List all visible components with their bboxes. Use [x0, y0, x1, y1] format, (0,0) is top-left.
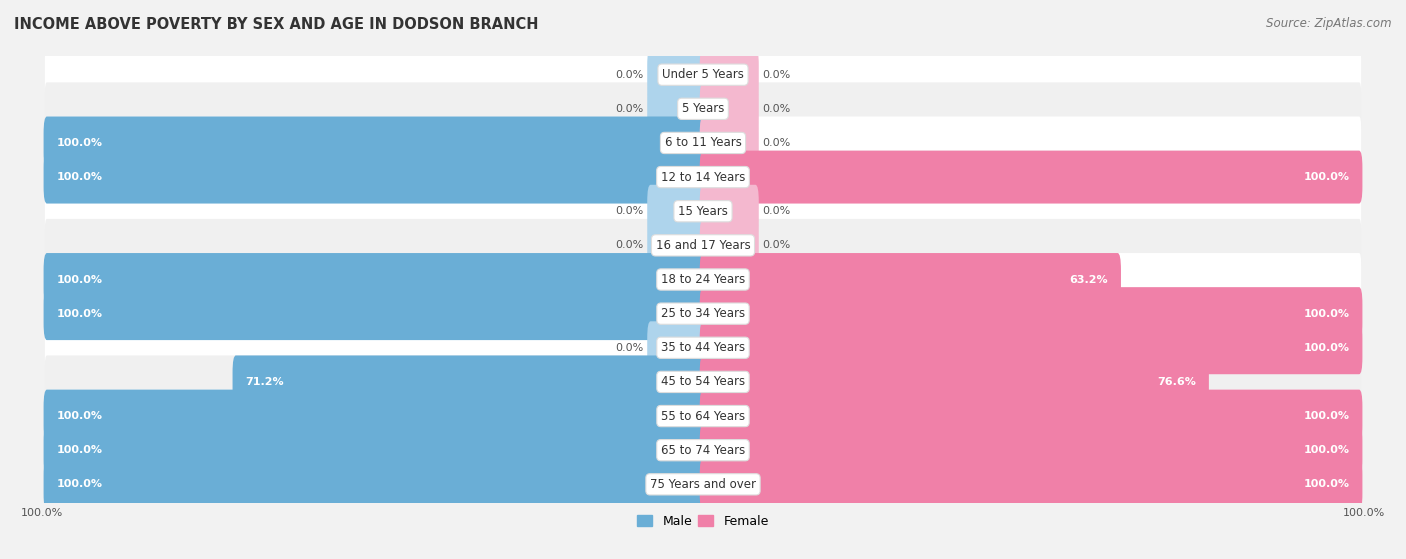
Text: 0.0%: 0.0%	[762, 70, 790, 80]
Text: 0.0%: 0.0%	[616, 343, 644, 353]
FancyBboxPatch shape	[647, 82, 706, 135]
Text: 100.0%: 100.0%	[56, 309, 103, 319]
FancyBboxPatch shape	[700, 116, 759, 169]
Text: 0.0%: 0.0%	[762, 240, 790, 250]
Text: 75 Years and over: 75 Years and over	[650, 478, 756, 491]
Text: 65 to 74 Years: 65 to 74 Years	[661, 444, 745, 457]
Text: 5 Years: 5 Years	[682, 102, 724, 115]
FancyBboxPatch shape	[700, 48, 759, 101]
FancyBboxPatch shape	[45, 321, 1361, 374]
FancyBboxPatch shape	[44, 253, 706, 306]
Text: 100.0%: 100.0%	[56, 445, 103, 455]
Text: 6 to 11 Years: 6 to 11 Years	[665, 136, 741, 149]
FancyBboxPatch shape	[45, 356, 1361, 409]
FancyBboxPatch shape	[700, 82, 759, 135]
FancyBboxPatch shape	[647, 185, 706, 238]
Text: 100.0%: 100.0%	[1303, 343, 1350, 353]
Text: Source: ZipAtlas.com: Source: ZipAtlas.com	[1267, 17, 1392, 30]
Text: 55 to 64 Years: 55 to 64 Years	[661, 410, 745, 423]
Text: 100.0%: 100.0%	[56, 274, 103, 285]
FancyBboxPatch shape	[700, 321, 1362, 374]
Text: 100.0%: 100.0%	[21, 508, 63, 518]
Text: 100.0%: 100.0%	[56, 479, 103, 489]
FancyBboxPatch shape	[45, 48, 1361, 101]
FancyBboxPatch shape	[44, 287, 706, 340]
FancyBboxPatch shape	[700, 287, 1362, 340]
FancyBboxPatch shape	[45, 253, 1361, 306]
Text: 45 to 54 Years: 45 to 54 Years	[661, 376, 745, 389]
Text: 0.0%: 0.0%	[762, 206, 790, 216]
Text: 100.0%: 100.0%	[56, 172, 103, 182]
Text: 0.0%: 0.0%	[762, 138, 790, 148]
FancyBboxPatch shape	[45, 116, 1361, 169]
Text: Under 5 Years: Under 5 Years	[662, 68, 744, 81]
FancyBboxPatch shape	[45, 390, 1361, 443]
FancyBboxPatch shape	[232, 356, 706, 409]
Text: 18 to 24 Years: 18 to 24 Years	[661, 273, 745, 286]
Text: 71.2%: 71.2%	[246, 377, 284, 387]
Text: 0.0%: 0.0%	[762, 104, 790, 114]
FancyBboxPatch shape	[700, 356, 1209, 409]
FancyBboxPatch shape	[45, 287, 1361, 340]
Text: 25 to 34 Years: 25 to 34 Years	[661, 307, 745, 320]
Text: 12 to 14 Years: 12 to 14 Years	[661, 170, 745, 183]
FancyBboxPatch shape	[45, 424, 1361, 477]
FancyBboxPatch shape	[45, 458, 1361, 511]
Text: 100.0%: 100.0%	[56, 138, 103, 148]
FancyBboxPatch shape	[700, 185, 759, 238]
FancyBboxPatch shape	[44, 150, 706, 203]
FancyBboxPatch shape	[647, 321, 706, 374]
FancyBboxPatch shape	[700, 253, 1121, 306]
FancyBboxPatch shape	[700, 219, 759, 272]
Text: 100.0%: 100.0%	[56, 411, 103, 421]
Text: 16 and 17 Years: 16 and 17 Years	[655, 239, 751, 252]
Text: 63.2%: 63.2%	[1069, 274, 1108, 285]
FancyBboxPatch shape	[45, 150, 1361, 203]
FancyBboxPatch shape	[45, 219, 1361, 272]
FancyBboxPatch shape	[700, 458, 1362, 511]
Text: 100.0%: 100.0%	[1303, 411, 1350, 421]
FancyBboxPatch shape	[45, 185, 1361, 238]
FancyBboxPatch shape	[44, 390, 706, 443]
Text: 0.0%: 0.0%	[616, 206, 644, 216]
FancyBboxPatch shape	[647, 219, 706, 272]
Text: 0.0%: 0.0%	[616, 70, 644, 80]
FancyBboxPatch shape	[44, 458, 706, 511]
Text: 0.0%: 0.0%	[616, 104, 644, 114]
Text: 100.0%: 100.0%	[1303, 309, 1350, 319]
Text: 100.0%: 100.0%	[1303, 479, 1350, 489]
Text: 100.0%: 100.0%	[1303, 445, 1350, 455]
FancyBboxPatch shape	[44, 116, 706, 169]
FancyBboxPatch shape	[45, 82, 1361, 135]
Text: INCOME ABOVE POVERTY BY SEX AND AGE IN DODSON BRANCH: INCOME ABOVE POVERTY BY SEX AND AGE IN D…	[14, 17, 538, 32]
Text: 0.0%: 0.0%	[616, 240, 644, 250]
FancyBboxPatch shape	[700, 424, 1362, 477]
FancyBboxPatch shape	[647, 48, 706, 101]
FancyBboxPatch shape	[700, 390, 1362, 443]
Text: 15 Years: 15 Years	[678, 205, 728, 217]
Text: 35 to 44 Years: 35 to 44 Years	[661, 342, 745, 354]
Text: 100.0%: 100.0%	[1303, 172, 1350, 182]
Text: 100.0%: 100.0%	[1343, 508, 1385, 518]
FancyBboxPatch shape	[44, 424, 706, 477]
Legend: Male, Female: Male, Female	[633, 510, 773, 533]
FancyBboxPatch shape	[700, 150, 1362, 203]
Text: 76.6%: 76.6%	[1157, 377, 1195, 387]
